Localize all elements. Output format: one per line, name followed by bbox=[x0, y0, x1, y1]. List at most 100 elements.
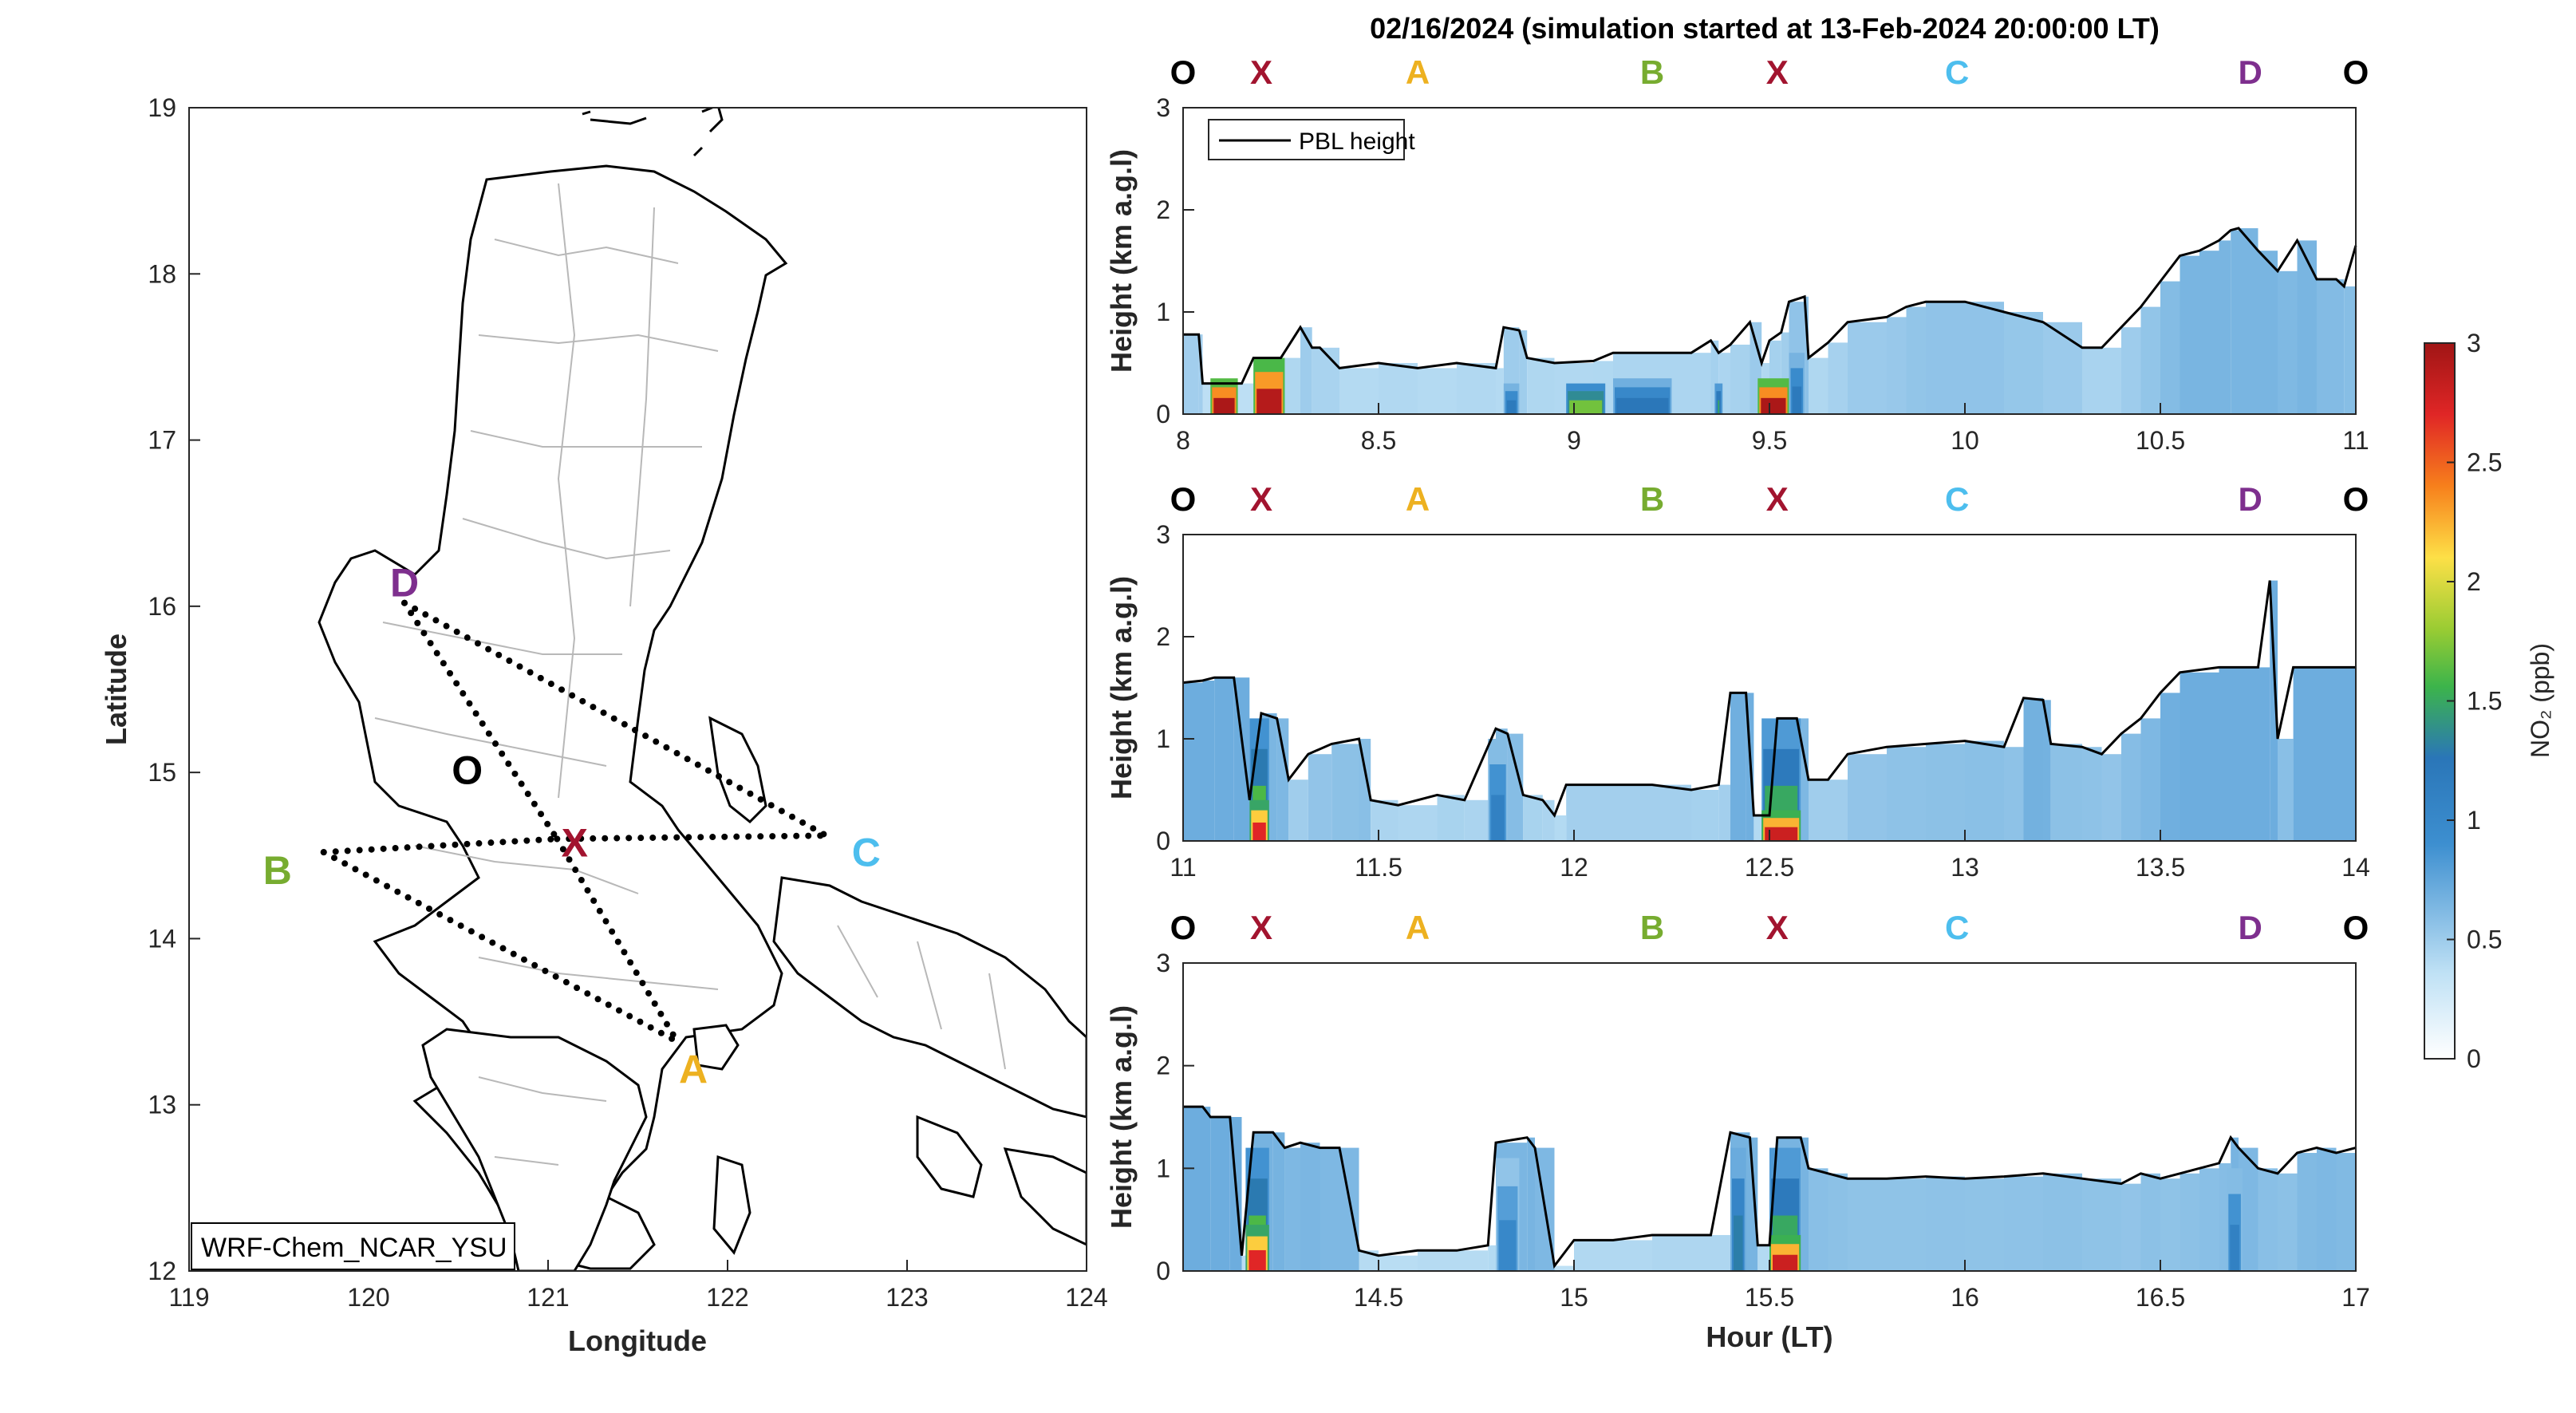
panel-xtick-label: 16 bbox=[1951, 1283, 1979, 1312]
waypoint-marker-B: B bbox=[1640, 909, 1664, 946]
no2-cell bbox=[2297, 240, 2317, 414]
map-point-D: D bbox=[390, 561, 419, 606]
map-point-labels: D O X B C A bbox=[263, 561, 881, 1092]
no2-cell bbox=[2004, 747, 2024, 841]
no2-cell bbox=[1554, 815, 1567, 841]
no2-block-core bbox=[1256, 389, 1282, 414]
no2-cell bbox=[1801, 1137, 1809, 1271]
no2-cell bbox=[1331, 744, 1359, 841]
no2-cell bbox=[2050, 744, 2082, 841]
no2-cell bbox=[2317, 279, 2337, 414]
model-label: WRF-Chem_NCAR_YSU bbox=[201, 1233, 507, 1263]
panel-3: 14.5 15 15.5 16 16.5 17 0 1 2 3 Height (km a.g.l) O… bbox=[1105, 909, 2370, 1353]
no2-cell bbox=[1613, 784, 1652, 841]
no2-cell bbox=[1527, 1137, 1535, 1271]
colorbar-label: NO₂ (ppb) bbox=[2526, 643, 2554, 758]
panel-xtick-label: 12.5 bbox=[1745, 853, 1794, 882]
no2-cell bbox=[2239, 667, 2258, 841]
no2-cell bbox=[1848, 1178, 1887, 1271]
panel-ytick-label: 2 bbox=[1156, 1052, 1170, 1080]
waypoint-marker-A: A bbox=[1406, 480, 1430, 518]
no2-cell bbox=[1710, 340, 1719, 414]
no2-cell bbox=[2140, 306, 2160, 414]
no2-cell bbox=[1198, 334, 1203, 414]
pbl-height-line bbox=[1182, 580, 2356, 819]
no2-cell bbox=[1718, 784, 1730, 841]
panel-xlabel: Hour (LT) bbox=[1706, 1320, 1832, 1353]
no2-block-core bbox=[1761, 397, 1786, 414]
no2-cell bbox=[1757, 1245, 1769, 1271]
no2-cell bbox=[1519, 330, 1528, 414]
panel-ytick-label: 3 bbox=[1156, 520, 1170, 549]
no2-cell bbox=[2140, 1173, 2160, 1271]
pbl-height-line bbox=[1183, 1105, 2357, 1269]
panel-xtick-label: 14.5 bbox=[1354, 1283, 1403, 1312]
no2-cell bbox=[2336, 667, 2356, 841]
no2-cell bbox=[2336, 279, 2345, 414]
no2-block-core bbox=[1569, 400, 1603, 414]
no2-cell bbox=[1488, 1245, 1496, 1271]
colorbar-tick-label: 1 bbox=[2467, 806, 2481, 835]
no2-cell bbox=[2278, 270, 2298, 414]
panel-xtick-label: 10.5 bbox=[2136, 426, 2185, 455]
colorbar-tick-label: 3 bbox=[2467, 329, 2481, 357]
no2-cell bbox=[2258, 251, 2278, 414]
no2-cell bbox=[2278, 1173, 2298, 1271]
figure-title: 02/16/2024 (simulation started at 13-Feb… bbox=[1370, 12, 2160, 45]
map-xtick-label: 124 bbox=[1065, 1283, 1107, 1312]
no2-block-core bbox=[1249, 1249, 1266, 1271]
no2-cell bbox=[1276, 718, 1289, 841]
waypoint-marker-X: X bbox=[1250, 53, 1272, 91]
no2-cell bbox=[1926, 1176, 1965, 1271]
waypoint-marker-C: C bbox=[1945, 53, 1969, 91]
no2-cell bbox=[1210, 1117, 1230, 1271]
no2-cell bbox=[1828, 342, 1848, 414]
no2-block-core bbox=[1616, 397, 1669, 414]
model-label-box bbox=[191, 1222, 515, 1270]
panel-ytick-label: 0 bbox=[1156, 1257, 1170, 1285]
no2-cell bbox=[2160, 693, 2180, 841]
map-point-C: C bbox=[852, 830, 881, 874]
no2-cell bbox=[1730, 344, 1750, 414]
no2-cell bbox=[1418, 1250, 1457, 1271]
waypoint-marker-O: O bbox=[1170, 480, 1197, 518]
no2-cell bbox=[1691, 1234, 1711, 1271]
no2-cell bbox=[1339, 368, 1379, 414]
no2-block-core bbox=[1499, 1220, 1517, 1271]
no2-cell bbox=[1233, 677, 1250, 841]
luzon-landmass bbox=[318, 164, 788, 1270]
no2-cell bbox=[2270, 580, 2278, 841]
no2-cell bbox=[1965, 302, 2004, 414]
no2-cell bbox=[1507, 733, 1524, 841]
panel-ytick-label: 3 bbox=[1156, 949, 1170, 977]
map-ytick-label: 16 bbox=[148, 592, 176, 621]
panel-xtick-label: 8.5 bbox=[1361, 426, 1396, 455]
colorbar: 0 0.5 1 1.5 2 2.5 3 NO₂ (ppb) bbox=[2424, 329, 2554, 1073]
no2-cell bbox=[2082, 347, 2102, 414]
panel-ylabel: Height (km a.g.l) bbox=[1105, 1005, 1138, 1229]
map-ytick-label: 15 bbox=[148, 758, 176, 787]
no2-cell bbox=[2121, 327, 2141, 414]
panel-xtick-label: 11 bbox=[1170, 853, 1196, 882]
no2-cell bbox=[2121, 1183, 2141, 1271]
no2-cell bbox=[2344, 286, 2356, 414]
batanes-islands bbox=[582, 108, 724, 157]
no2-cell bbox=[2258, 667, 2270, 841]
map-xtick-label: 123 bbox=[886, 1283, 928, 1312]
waypoint-marker-X: X bbox=[1766, 480, 1789, 518]
no2-cell bbox=[2258, 1168, 2278, 1271]
waypoint-marker-O: O bbox=[1170, 909, 1197, 946]
panel-xtick-label: 9 bbox=[1567, 426, 1581, 455]
map-xtick-label: 122 bbox=[706, 1283, 748, 1312]
no2-cell bbox=[1926, 302, 1965, 414]
no2-cell bbox=[1214, 677, 1234, 841]
no2-block-core bbox=[1506, 400, 1517, 414]
no2-cell bbox=[2336, 1153, 2356, 1271]
no2-cell bbox=[2219, 667, 2239, 841]
colorbar-ticks: 0 0.5 1 1.5 2 2.5 3 bbox=[2447, 329, 2502, 1073]
no2-cell bbox=[1312, 347, 1320, 414]
mindoro-landmass bbox=[421, 1028, 648, 1271]
no2-block-core bbox=[1213, 397, 1235, 414]
map-ytick-label: 12 bbox=[148, 1257, 176, 1285]
pbl-height-line bbox=[1183, 227, 2357, 385]
